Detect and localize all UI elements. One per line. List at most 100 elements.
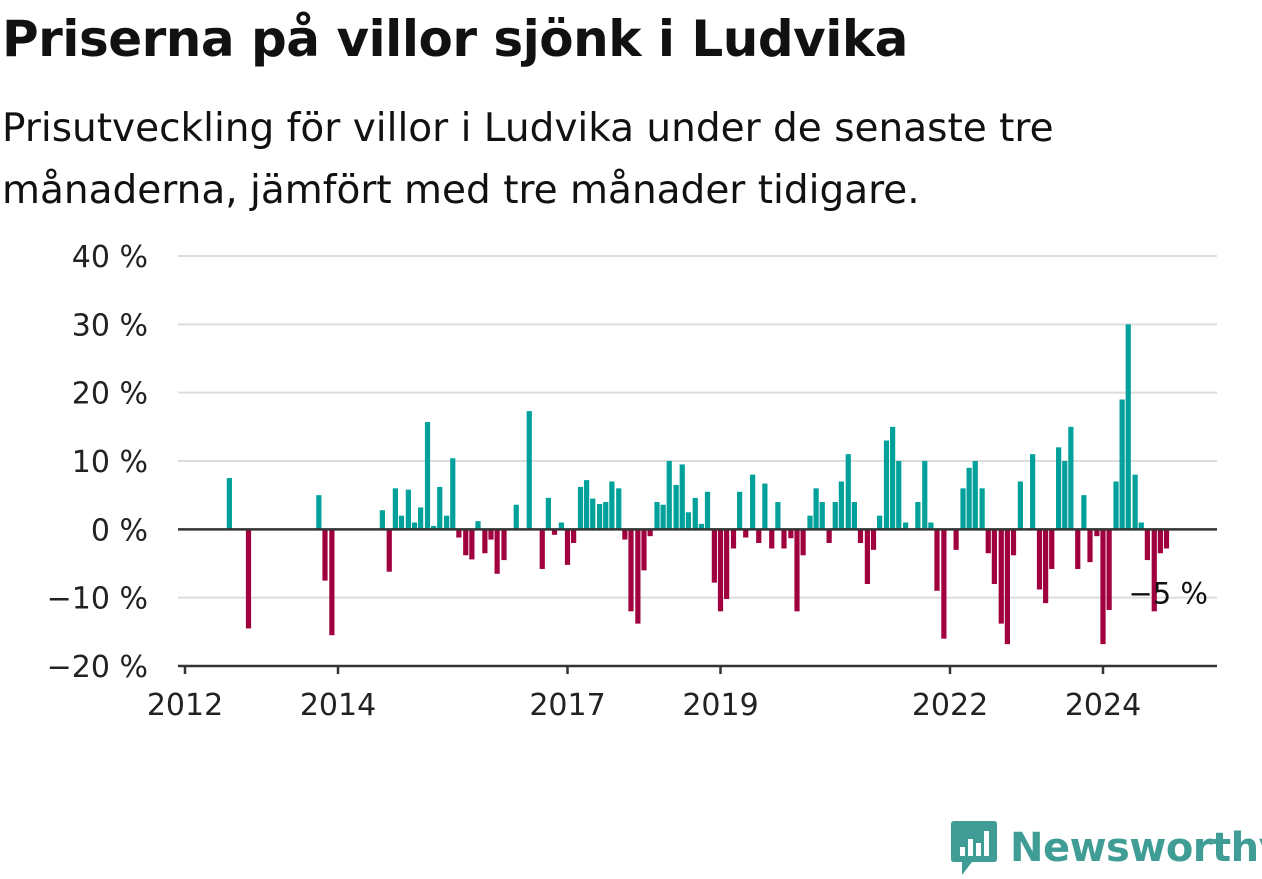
bar bbox=[1119, 399, 1125, 530]
bar bbox=[1062, 461, 1068, 530]
bars bbox=[226, 324, 1170, 645]
bar bbox=[577, 486, 584, 530]
bar bbox=[329, 529, 335, 636]
bar bbox=[482, 529, 488, 554]
bar bbox=[704, 491, 711, 530]
bar bbox=[1017, 481, 1023, 530]
bar bbox=[628, 529, 634, 612]
bar bbox=[616, 488, 622, 530]
bar bbox=[392, 488, 398, 530]
bar bbox=[456, 529, 462, 538]
bar bbox=[1138, 522, 1144, 530]
bar bbox=[979, 488, 985, 530]
x-tick-label: 2014 bbox=[300, 688, 376, 723]
bar bbox=[730, 529, 737, 549]
bar bbox=[966, 467, 972, 530]
bar bbox=[1068, 426, 1074, 530]
bar bbox=[903, 522, 909, 530]
bar bbox=[647, 529, 653, 537]
chart-title: Priserna på villor sjönk i Ludvika bbox=[2, 10, 908, 68]
bar bbox=[877, 515, 883, 530]
bar bbox=[597, 504, 603, 530]
bar bbox=[1163, 529, 1170, 549]
bar bbox=[450, 458, 456, 530]
bar bbox=[590, 498, 596, 530]
bar bbox=[545, 497, 551, 530]
bar bbox=[934, 529, 940, 591]
bar bbox=[743, 529, 749, 538]
bar bbox=[1125, 324, 1131, 530]
bar bbox=[692, 497, 698, 530]
bar bbox=[756, 529, 762, 543]
bar bbox=[928, 522, 934, 530]
y-tick-label: 30 % bbox=[72, 308, 148, 343]
bar bbox=[622, 529, 628, 540]
bar bbox=[398, 515, 405, 530]
x-tick-label: 2012 bbox=[147, 688, 223, 723]
bar bbox=[444, 515, 450, 530]
bar bbox=[1049, 529, 1055, 569]
bar bbox=[469, 529, 475, 560]
bar bbox=[603, 502, 609, 530]
bar bbox=[1043, 529, 1049, 604]
bar bbox=[941, 529, 947, 639]
bar bbox=[1113, 481, 1119, 530]
bar bbox=[775, 502, 781, 530]
bar bbox=[896, 461, 902, 530]
bar bbox=[463, 529, 469, 556]
bar bbox=[513, 504, 519, 530]
bar bbox=[870, 529, 877, 550]
bar bbox=[322, 529, 328, 581]
bar bbox=[788, 529, 794, 539]
bar bbox=[316, 495, 322, 530]
bar bbox=[737, 491, 743, 530]
y-tick-label: 40 % bbox=[72, 240, 148, 275]
x-tick-label: 2017 bbox=[529, 688, 605, 723]
bar bbox=[431, 525, 437, 530]
chart-subtitle: Prisutveckling för villor i Ludvika unde… bbox=[2, 106, 1054, 213]
bar bbox=[641, 529, 647, 571]
y-tick-label: 20 % bbox=[72, 377, 148, 412]
y-axis-tick-labels: −20 % −10 % 0 % 10 % 20 % 30 % 40 % bbox=[47, 240, 148, 685]
bar bbox=[794, 529, 800, 612]
bar bbox=[769, 529, 775, 549]
bar bbox=[1132, 474, 1138, 530]
bar bbox=[609, 481, 615, 530]
bar bbox=[1157, 529, 1163, 554]
bar bbox=[838, 481, 844, 530]
bar bbox=[526, 411, 532, 530]
bar bbox=[915, 502, 921, 530]
bar bbox=[501, 529, 507, 561]
bar bbox=[845, 454, 851, 530]
bar bbox=[1056, 447, 1062, 530]
bar bbox=[1004, 529, 1010, 645]
bar bbox=[960, 488, 966, 530]
bar bbox=[494, 529, 500, 574]
brand-name: Newsworthy bbox=[1010, 825, 1262, 871]
bar bbox=[379, 510, 385, 530]
bar bbox=[890, 426, 896, 530]
bar bbox=[1144, 529, 1150, 561]
bar bbox=[1081, 495, 1087, 530]
bar bbox=[1094, 529, 1100, 537]
y-tick-label: −20 % bbox=[47, 650, 148, 685]
bar bbox=[1010, 529, 1017, 556]
bar bbox=[424, 422, 431, 530]
bar bbox=[226, 478, 232, 530]
bar bbox=[475, 521, 481, 530]
bar bbox=[666, 461, 672, 530]
bar bbox=[584, 480, 590, 530]
bar bbox=[985, 529, 991, 554]
bar bbox=[1106, 529, 1112, 610]
bar bbox=[698, 523, 704, 530]
y-tick-label: −10 % bbox=[47, 582, 148, 617]
x-tick-label: 2024 bbox=[1065, 688, 1141, 723]
bar bbox=[922, 461, 928, 530]
bar-chart-speech-bubble-icon bbox=[951, 821, 997, 875]
y-tick-label: 0 % bbox=[91, 513, 148, 548]
bar bbox=[953, 529, 959, 550]
bar bbox=[717, 529, 724, 612]
bar bbox=[437, 486, 443, 530]
bar bbox=[826, 529, 832, 543]
